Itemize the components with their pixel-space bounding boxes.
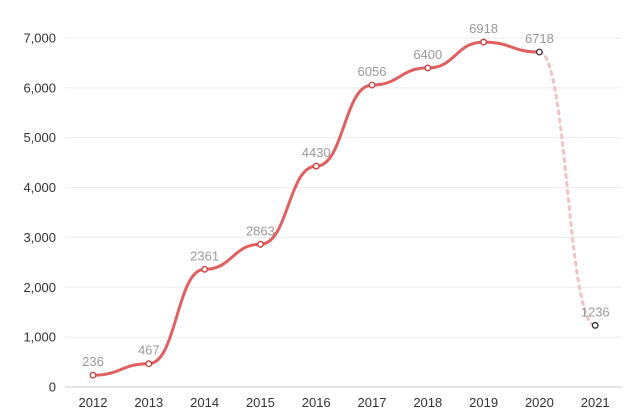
data-point — [145, 360, 153, 368]
y-tick-label: 4,000 — [23, 180, 56, 195]
data-label: 467 — [138, 343, 160, 358]
data-label: 6918 — [469, 21, 498, 36]
data-point — [89, 371, 97, 379]
data-point — [312, 162, 320, 170]
data-point — [256, 240, 264, 248]
x-tick-label: 2021 — [581, 395, 610, 410]
data-label: 2863 — [246, 223, 275, 238]
series-line-solid — [91, 40, 541, 377]
data-label: 236 — [82, 354, 104, 369]
x-tick-label: 2016 — [302, 395, 331, 410]
x-tick-label: 2014 — [190, 395, 219, 410]
x-axis-tick-labels: 2012 2013 2014 2015 2016 2017 2018 2019 2020 2021 — [79, 395, 610, 410]
x-tick-label: 2012 — [79, 395, 108, 410]
x-tick-label: 2015 — [246, 395, 275, 410]
x-tick-label: 2013 — [134, 395, 163, 410]
data-label: 2361 — [190, 248, 219, 263]
data-point — [368, 81, 376, 89]
data-label: 1236 — [581, 304, 610, 319]
data-point — [201, 265, 209, 273]
x-tick-label: 2020 — [525, 395, 554, 410]
data-points — [89, 38, 599, 379]
data-point — [535, 48, 543, 56]
data-point — [591, 321, 599, 329]
x-tick-label: 2019 — [469, 395, 498, 410]
y-tick-label: 1,000 — [23, 330, 56, 345]
data-label: 6056 — [358, 64, 387, 79]
y-tick-label: 0 — [49, 380, 56, 395]
data-label: 4430 — [302, 145, 331, 160]
y-tick-label: 7,000 — [23, 31, 56, 46]
y-axis-tick-labels: 0 1,000 2,000 3,000 4,000 5,000 6,000 7,000 — [23, 31, 56, 395]
series-line — [91, 40, 597, 377]
series-line-dashed — [537, 50, 597, 327]
data-point — [480, 38, 488, 46]
x-tick-label: 2017 — [358, 395, 387, 410]
data-labels: 236 467 2361 2863 4430 6056 6400 6918 6718 1236 — [82, 21, 610, 369]
data-point — [424, 64, 432, 72]
y-tick-label: 3,000 — [23, 230, 56, 245]
gridlines — [65, 37, 622, 388]
y-tick-label: 6,000 — [23, 80, 56, 95]
y-tick-label: 5,000 — [23, 130, 56, 145]
data-label: 6718 — [525, 31, 554, 46]
y-tick-label: 2,000 — [23, 280, 56, 295]
data-label: 6400 — [413, 47, 442, 62]
x-tick-label: 2018 — [413, 395, 442, 410]
